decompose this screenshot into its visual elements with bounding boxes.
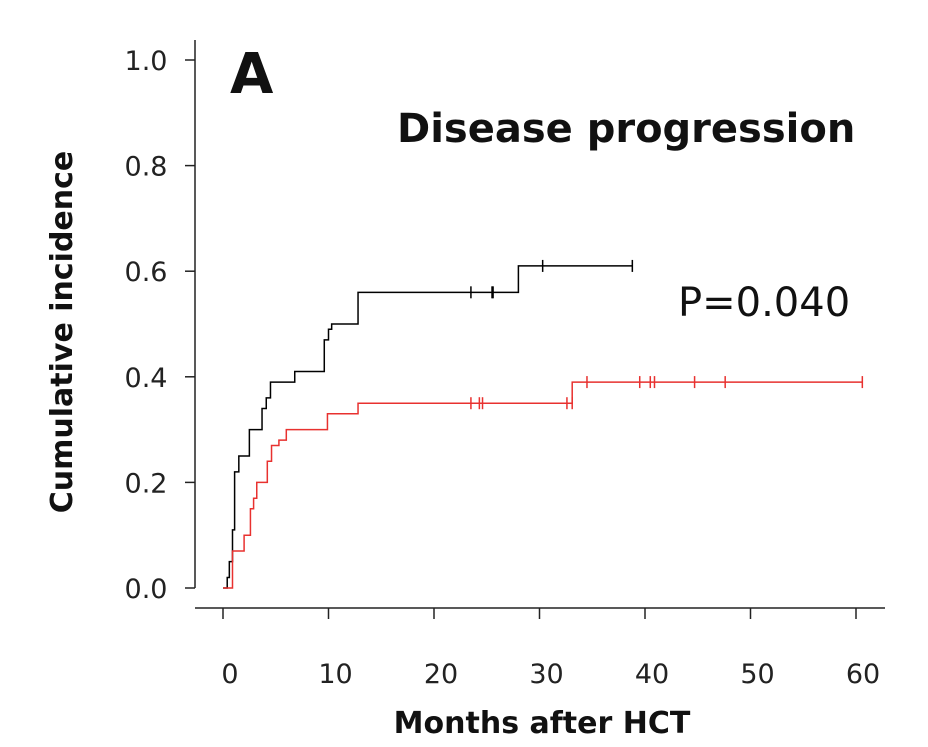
y-tick-label: 0.2 — [125, 468, 168, 499]
x-ticks: 0 10 20 30 40 50 60 — [221, 608, 880, 690]
y-tick-label: 0.0 — [125, 574, 168, 605]
x-axis-label: Months after HCT — [394, 706, 691, 741]
y-ticks: 0.0 0.2 0.4 0.6 0.8 1.0 — [125, 46, 195, 605]
chart-title: Disease progression — [397, 106, 855, 152]
x-tick-label: 60 — [846, 659, 880, 690]
y-axis-label: Cumulative incidence — [45, 151, 80, 514]
x-tick-label: 10 — [318, 659, 352, 690]
x-tick-label: 30 — [529, 659, 563, 690]
x-tick-label: 0 — [221, 659, 238, 690]
panel-label: A — [230, 42, 274, 107]
x-tick-label: 20 — [424, 659, 458, 690]
x-tick-label: 40 — [635, 659, 669, 690]
y-tick-label: 0.6 — [125, 257, 168, 288]
x-tick-label: 50 — [740, 659, 774, 690]
y-tick-label: 1.0 — [125, 46, 168, 77]
series-line-1 — [223, 265, 633, 589]
p-value-annotation: P=0.040 — [678, 280, 850, 326]
y-tick-label: 0.4 — [125, 363, 168, 394]
y-tick-label: 0.8 — [125, 152, 168, 183]
series-layer — [223, 259, 864, 589]
series-line-2 — [223, 381, 863, 589]
